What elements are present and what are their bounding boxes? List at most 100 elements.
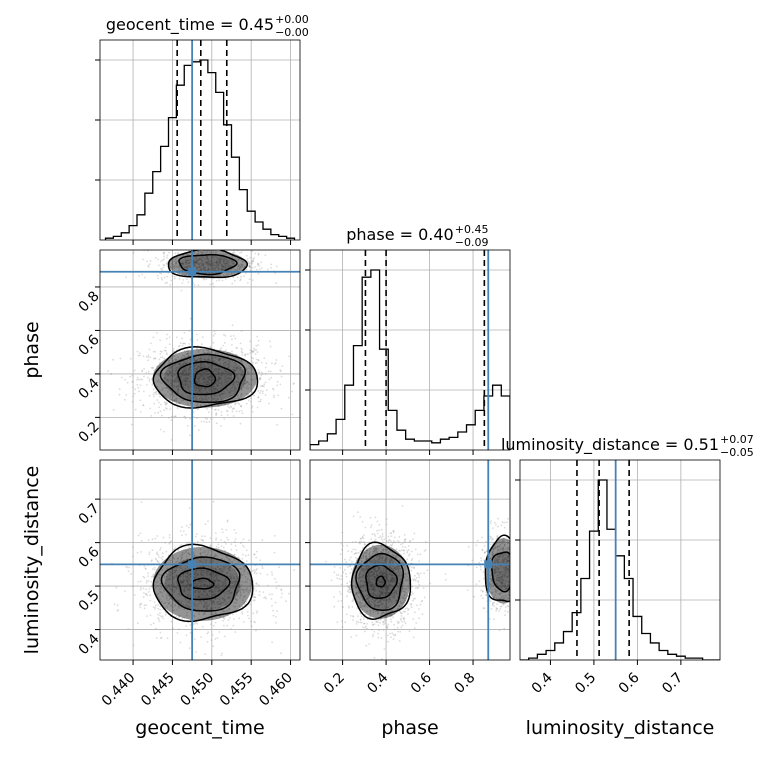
sample-point	[216, 378, 218, 381]
sample-point	[152, 573, 155, 576]
sample-point	[277, 584, 280, 587]
sample-point	[354, 548, 357, 551]
sample-point	[416, 553, 419, 556]
sample-point	[239, 567, 242, 570]
sample-point	[235, 589, 238, 592]
sample-point	[357, 621, 360, 624]
sample-point	[225, 259, 228, 262]
sample-point	[218, 274, 220, 277]
sample-point	[233, 581, 236, 584]
sample-point	[214, 598, 217, 601]
sample-point	[176, 260, 179, 263]
sample-point	[195, 589, 197, 592]
sample-point	[153, 575, 155, 578]
sample-point	[232, 613, 234, 616]
sample-point	[218, 580, 221, 582]
sample-point	[175, 561, 178, 563]
sample-point	[204, 602, 206, 605]
sample-point	[214, 332, 216, 335]
sample-point	[222, 260, 225, 263]
sample-point	[182, 560, 185, 563]
sample-point	[202, 336, 204, 338]
sample-point	[201, 626, 204, 628]
sample-point	[155, 393, 158, 396]
sample-point	[161, 389, 164, 391]
sample-point	[372, 609, 374, 611]
sample-point	[194, 386, 196, 389]
sample-point	[234, 385, 236, 388]
sample-point	[160, 403, 162, 406]
sample-point	[206, 263, 208, 265]
sample-point	[165, 407, 167, 409]
sample-point	[167, 380, 170, 383]
sample-point	[185, 272, 188, 275]
sample-point	[212, 388, 215, 391]
sample-point	[177, 367, 180, 370]
sample-point	[194, 555, 197, 557]
sample-point	[157, 592, 160, 595]
sample-point	[227, 389, 229, 391]
sample-point	[192, 383, 195, 385]
sample-point	[259, 400, 262, 403]
sample-point	[206, 391, 208, 393]
density-content	[100, 460, 300, 660]
sample-point	[215, 568, 218, 571]
sample-point	[132, 555, 134, 558]
panel-title-text: luminosity_distance = 0.51	[501, 435, 719, 455]
sample-point	[239, 278, 242, 281]
sample-point	[400, 612, 402, 615]
sample-point	[354, 583, 357, 585]
sample-point	[256, 335, 259, 338]
sample-point	[406, 558, 409, 560]
sample-point	[188, 601, 190, 604]
sample-point	[239, 266, 242, 268]
sample-point	[130, 423, 133, 426]
sample-point	[361, 547, 364, 549]
sample-point	[231, 574, 233, 576]
sample-point	[194, 260, 197, 263]
sample-point	[250, 360, 253, 362]
sample-point	[195, 621, 198, 624]
sample-point	[211, 385, 214, 388]
sample-point	[234, 605, 237, 608]
sample-point	[173, 277, 176, 280]
sample-point	[210, 591, 213, 593]
sample-point	[207, 605, 210, 607]
sample-point	[168, 416, 170, 419]
sample-point	[342, 571, 345, 574]
sample-point	[247, 554, 250, 556]
sample-point	[179, 363, 182, 365]
sample-point	[237, 381, 240, 383]
sample-point	[361, 569, 364, 572]
sample-point	[173, 589, 176, 592]
sample-point	[341, 606, 344, 608]
sample-point	[201, 251, 204, 254]
sample-point	[226, 624, 229, 627]
sample-point	[189, 366, 192, 368]
sample-point	[159, 395, 161, 398]
sample-point	[172, 582, 175, 584]
sample-point	[175, 398, 178, 400]
sample-point	[237, 397, 240, 400]
sample-point	[145, 371, 148, 374]
sample-point	[192, 373, 195, 376]
sample-point	[228, 391, 230, 394]
sample-point	[212, 251, 215, 254]
sample-point	[175, 575, 178, 577]
sample-point	[235, 598, 238, 601]
sample-point	[216, 574, 219, 577]
sample-point	[208, 377, 210, 380]
sample-point	[210, 360, 212, 363]
sample-point	[154, 357, 157, 360]
sample-point	[151, 575, 154, 577]
sample-point	[253, 620, 256, 623]
sample-point	[172, 394, 175, 397]
sample-point	[213, 261, 216, 264]
sample-point	[185, 541, 188, 544]
sample-point	[219, 600, 221, 603]
sample-point	[178, 267, 181, 269]
sample-point	[180, 567, 183, 570]
sample-point	[256, 262, 259, 265]
sample-point	[363, 622, 366, 625]
sample-point	[234, 391, 237, 393]
